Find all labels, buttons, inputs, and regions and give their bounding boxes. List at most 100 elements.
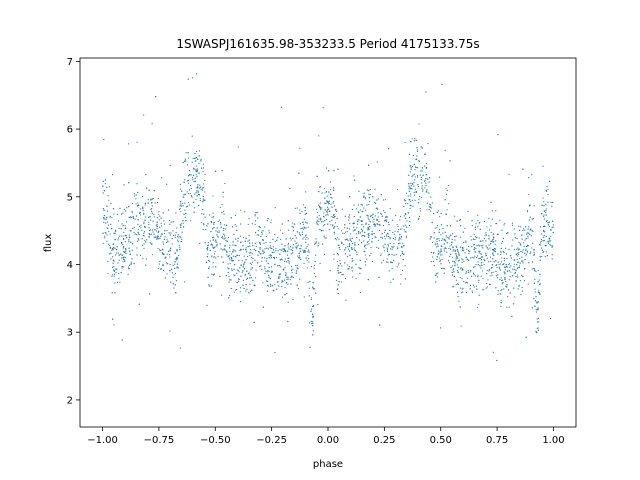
- data-point: [262, 249, 264, 251]
- data-point: [182, 161, 184, 164]
- data-point: [410, 185, 412, 187]
- data-point: [244, 211, 246, 213]
- data-point: [483, 263, 485, 266]
- data-point: [198, 155, 200, 157]
- data-point: [500, 289, 502, 291]
- data-point: [286, 276, 288, 278]
- data-point: [305, 191, 307, 193]
- data-point: [347, 264, 349, 266]
- data-point: [369, 226, 371, 228]
- data-point: [421, 170, 423, 172]
- data-point: [177, 239, 179, 241]
- data-point: [416, 174, 419, 177]
- data-point: [416, 147, 418, 149]
- data-point: [288, 261, 290, 263]
- data-point: [247, 277, 249, 279]
- data-point: [373, 223, 375, 225]
- data-point: [434, 274, 437, 277]
- data-point: [292, 230, 295, 232]
- data-point: [316, 223, 318, 225]
- data-point: [465, 256, 467, 259]
- data-point: [153, 216, 156, 218]
- data-point: [112, 243, 115, 245]
- data-point: [307, 226, 309, 228]
- data-point: [371, 230, 373, 232]
- data-point: [450, 234, 452, 236]
- data-point: [224, 182, 226, 185]
- data-point: [426, 209, 428, 211]
- data-point: [456, 220, 458, 222]
- data-point: [312, 322, 314, 324]
- data-point: [545, 235, 547, 238]
- data-point: [264, 226, 266, 228]
- data-point: [138, 204, 140, 206]
- data-point: [399, 219, 401, 221]
- data-point: [395, 253, 397, 256]
- data-point: [375, 225, 377, 227]
- data-point: [467, 210, 469, 213]
- data-point: [138, 234, 140, 236]
- data-point: [232, 255, 234, 257]
- data-point: [194, 157, 196, 159]
- data-point: [197, 191, 199, 194]
- data-point: [436, 211, 438, 213]
- data-point: [197, 190, 200, 192]
- data-point: [156, 201, 159, 204]
- data-point: [479, 265, 481, 267]
- data-point: [368, 203, 370, 206]
- data-point: [110, 258, 112, 260]
- data-point: [517, 276, 519, 278]
- data-point: [143, 212, 145, 214]
- data-point: [414, 194, 416, 196]
- data-point: [121, 257, 123, 259]
- data-point: [482, 278, 484, 280]
- data-point: [546, 241, 548, 243]
- data-point: [373, 218, 375, 220]
- data-point: [139, 225, 141, 228]
- data-point: [381, 215, 383, 217]
- data-point: [337, 168, 339, 170]
- data-point: [534, 288, 536, 290]
- data-point: [158, 248, 161, 250]
- data-point: [401, 252, 404, 255]
- data-point: [143, 231, 146, 233]
- data-point: [202, 187, 204, 189]
- data-point: [326, 211, 328, 213]
- data-point: [522, 276, 524, 278]
- data-point: [157, 247, 159, 250]
- data-point: [172, 283, 174, 285]
- data-point: [299, 250, 302, 252]
- data-point: [319, 262, 321, 265]
- data-point: [376, 218, 378, 220]
- data-point: [463, 260, 465, 262]
- data-point: [376, 246, 378, 248]
- data-point: [287, 242, 290, 245]
- data-point: [268, 270, 270, 273]
- data-point: [236, 229, 238, 231]
- data-point: [176, 248, 178, 251]
- data-point: [492, 258, 494, 260]
- data-point: [403, 215, 405, 217]
- data-point: [537, 317, 539, 320]
- data-point: [270, 255, 272, 257]
- data-point: [128, 216, 130, 218]
- data-point: [441, 83, 443, 85]
- data-point: [500, 251, 502, 253]
- data-point: [302, 238, 304, 240]
- data-point: [307, 281, 309, 283]
- data-point: [400, 235, 403, 238]
- data-point: [116, 281, 119, 283]
- data-point: [280, 238, 282, 240]
- data-point: [119, 281, 121, 283]
- data-point: [198, 172, 200, 175]
- data-point: [184, 202, 186, 204]
- data-point: [512, 303, 515, 305]
- data-point: [533, 297, 535, 300]
- data-point: [187, 157, 190, 159]
- data-point: [450, 244, 453, 246]
- data-point: [519, 262, 521, 264]
- data-point: [162, 252, 164, 255]
- data-point: [332, 225, 334, 227]
- data-point: [545, 203, 547, 206]
- data-point: [103, 217, 105, 219]
